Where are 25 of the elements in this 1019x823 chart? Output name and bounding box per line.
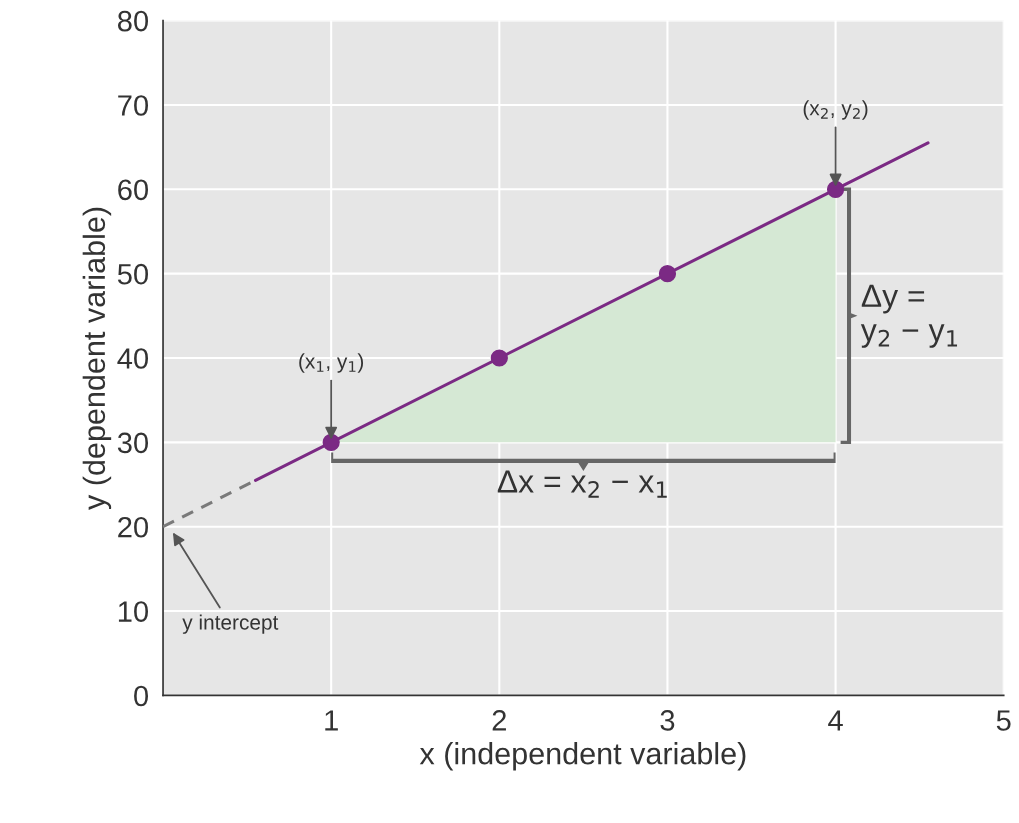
x-tick-label: 2 — [492, 710, 506, 731]
point — [490, 349, 508, 367]
annotation: y intercept — [182, 614, 279, 634]
y-tick-label: 40 — [117, 348, 149, 369]
y-axis-title: y (dependent variable) — [82, 207, 112, 510]
y-tick-label: 20 — [118, 516, 149, 538]
y-tick-label: 50 — [117, 263, 149, 285]
y-tick-label: 30 — [117, 432, 149, 454]
x-tick-label: 5 — [996, 710, 1011, 731]
y-tick-label: 70 — [118, 95, 149, 116]
point — [658, 265, 677, 283]
annotation: (x$_{2}$, y$_{2}$) — [803, 100, 868, 120]
y-tick-label: 80 — [117, 10, 149, 32]
y-tick-label: 10 — [118, 601, 149, 622]
annotation: (x$_{1}$, y$_{1}$) — [299, 353, 364, 373]
annotation: Δy = y$_{2}$ − y$_{1}$ — [860, 284, 958, 348]
y-tick-label: 60 — [118, 179, 149, 201]
x-tick-label: 1 — [325, 710, 338, 731]
x-tick-label: 3 — [660, 710, 675, 731]
point — [322, 433, 340, 451]
y-tick-label: 0 — [134, 685, 149, 707]
annotation: Δx = x$_{2}$ − x$_{1}$ — [497, 470, 667, 498]
x-axis-title: x (independent variable) — [419, 742, 746, 771]
point — [826, 180, 845, 198]
x-tick-label: 4 — [828, 710, 843, 731]
